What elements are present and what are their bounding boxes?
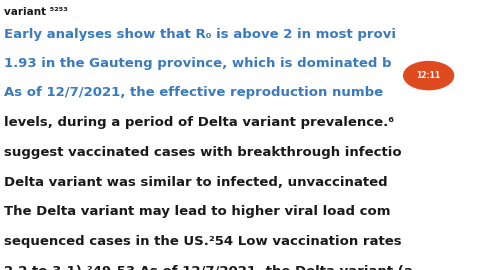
Text: 2.2 to 3.1).²49-53 As of 12/7/2021, the Delta variant (a: 2.2 to 3.1).²49-53 As of 12/7/2021, the … <box>4 265 413 270</box>
Text: Delta variant was similar to infected, unvaccinated: Delta variant was similar to infected, u… <box>4 176 387 188</box>
Circle shape <box>404 62 454 90</box>
Text: 12:11: 12:11 <box>417 71 441 80</box>
Text: variant ⁵²⁵³: variant ⁵²⁵³ <box>4 7 68 17</box>
Text: suggest vaccinated cases with breakthrough infectio: suggest vaccinated cases with breakthrou… <box>4 146 401 159</box>
Text: levels, during a period of Delta variant prevalence.⁶: levels, during a period of Delta variant… <box>4 116 394 129</box>
Text: Early analyses show that R₀ is above 2 in most provi: Early analyses show that R₀ is above 2 i… <box>4 28 396 41</box>
Text: As of 12/7/2021, the effective reproduction numbe: As of 12/7/2021, the effective reproduct… <box>4 86 383 99</box>
Text: 1.93 in the Gauteng province, which is dominated b: 1.93 in the Gauteng province, which is d… <box>4 57 391 70</box>
Text: sequenced cases in the US.²54 Low vaccination rates: sequenced cases in the US.²54 Low vaccin… <box>4 235 401 248</box>
Text: The Delta variant may lead to higher viral load com: The Delta variant may lead to higher vir… <box>4 205 390 218</box>
